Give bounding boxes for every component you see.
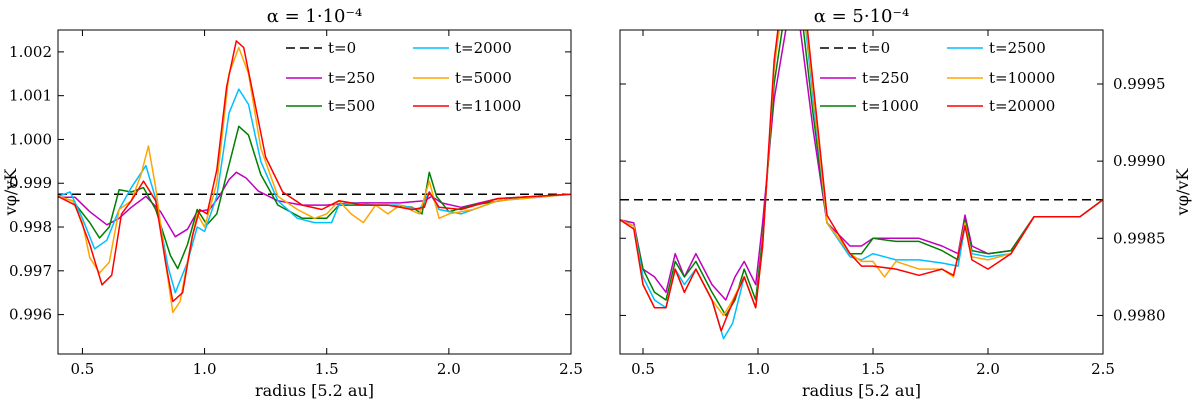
y-tick-label: 0.997 [9,262,52,280]
legend: t=0 t=250 t=500 t=2000 t=5000 t=11000 [286,39,521,115]
legend-label-t=5000: t=5000 [455,69,512,87]
x-axis-label: radius [5.2 au] [255,381,374,400]
panel-title: α = 5·10⁻⁴ [814,6,909,27]
x-tick-label: 1.0 [746,360,770,378]
series-group [620,30,1103,340]
legend-label-t=0: t=0 [862,39,890,57]
x-tick-label: 1.5 [861,360,885,378]
y-tick-label: 0.9985 [1113,229,1166,247]
axis-frame [57,29,572,355]
y-tick-label: 0.998 [9,218,52,236]
axis-frame [619,29,1104,355]
legend-label-t=500: t=500 [328,97,375,115]
legend-label-t=2500: t=2500 [989,39,1046,57]
x-tick-label: 2.0 [437,360,461,378]
panel-1: 0.5 1.0 1.5 2.0 2.5 0.996 0.997 0.998 0.999 1.000… [1,6,583,400]
legend-label-t=11000: t=11000 [455,97,521,115]
legend-label-t=250: t=250 [328,69,375,87]
y-tick-label: 0.9980 [1113,306,1166,324]
y-tick-label: 0.999 [9,174,52,192]
y-axis-label: vφ/vK [1173,168,1192,217]
legend-label-t=0: t=0 [328,39,356,57]
legend-label-t=10000: t=10000 [989,69,1055,87]
y-tick-label: 1.002 [9,43,52,61]
y-tick-label: 1.001 [9,87,52,105]
series-line-t=1000 [620,30,1103,317]
panel-2: 0.5 1.0 1.5 2.0 2.5 0.9980 0.9985 0.9990 0.9995 α… [619,6,1192,400]
series-line-t=500 [58,125,571,270]
series-line-t=2000 [58,88,571,294]
x-axis-label: radius [5.2 au] [802,381,921,400]
y-axis-label: vφ/vK [1,168,20,217]
x-tick-label: 2.5 [1091,360,1115,378]
legend-label-t=250: t=250 [862,69,909,87]
legend: t=0 t=250 t=1000 t=2500 t=10000 t=20000 [820,39,1055,115]
x-tick-label: 1.5 [315,360,339,378]
series-group [58,40,571,314]
x-tick-label: 2.0 [976,360,1000,378]
legend-label-t=2000: t=2000 [455,39,512,57]
panel-title: α = 1·10⁻⁴ [267,6,362,27]
x-tick-label: 2.5 [559,360,583,378]
y-tick-label: 0.9995 [1113,75,1166,93]
x-tick-label: 1.0 [193,360,217,378]
series-line-t=5000 [58,46,571,314]
legend-label-t=1000: t=1000 [862,97,919,115]
series-line-t=20000 [620,30,1103,332]
x-tick-label: 0.5 [70,360,94,378]
series-line-t=250 [620,30,1103,301]
x-tick-label: 0.5 [631,360,655,378]
y-tick-label: 1.000 [9,130,52,148]
legend-label-t=20000: t=20000 [989,97,1055,115]
y-tick-label: 0.996 [9,306,52,324]
series-line-t=11000 [58,40,571,303]
y-tick-label: 0.9990 [1113,152,1166,170]
